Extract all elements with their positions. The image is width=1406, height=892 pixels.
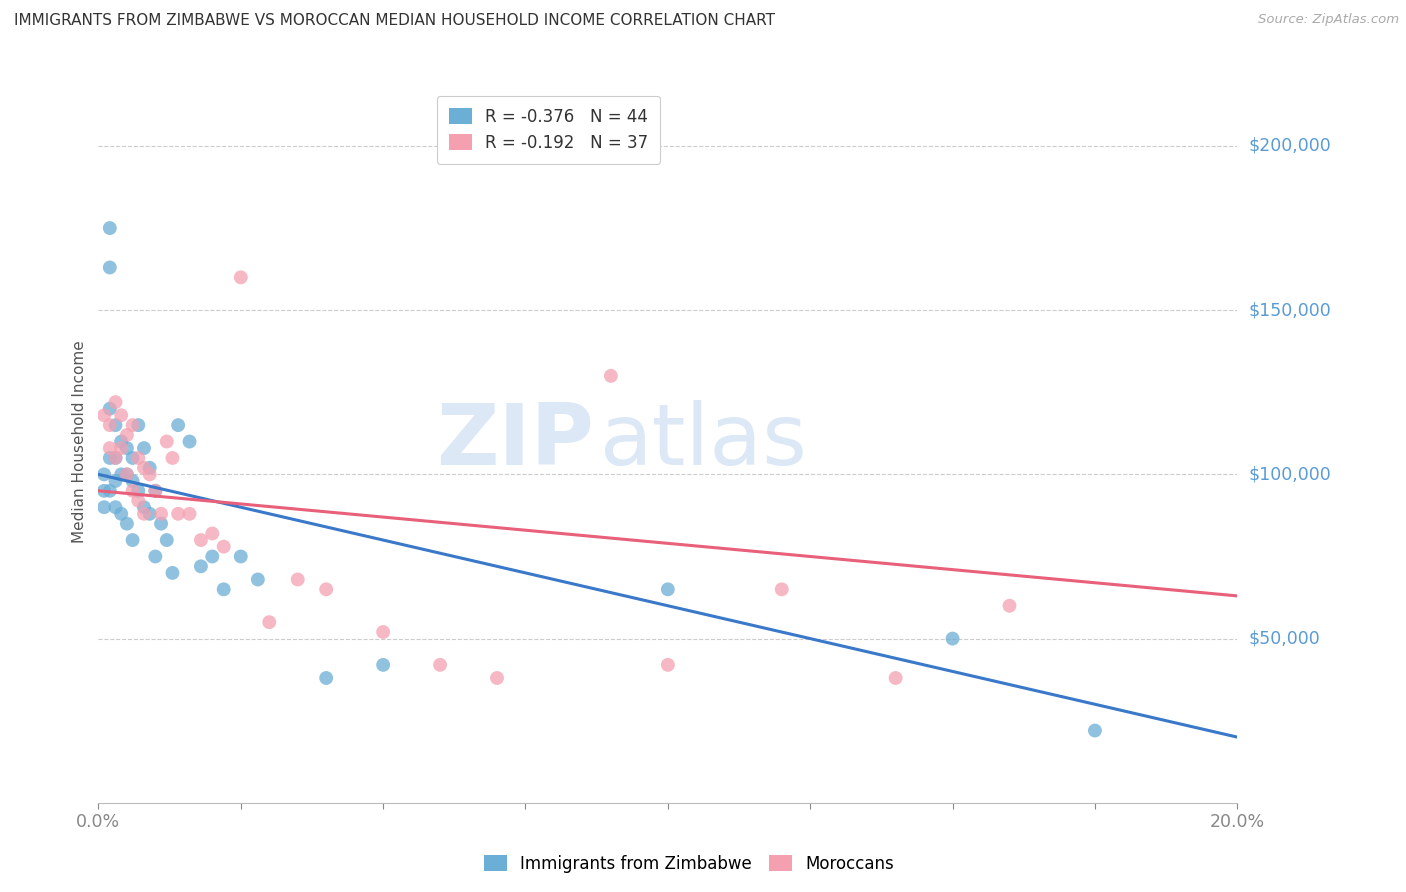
Point (132, 441, 155, 455)
Point (132, 507, 155, 521)
Point (104, 418, 127, 433)
Point (229, 549, 252, 564)
Point (93, 409, 115, 423)
Point (110, 434, 132, 449)
Point (98, 260, 121, 275)
Point (162, 450, 184, 465)
Point (93, 483, 115, 498)
Point (246, 573, 269, 587)
Point (156, 533, 179, 547)
Point (201, 549, 224, 564)
Point (138, 507, 160, 521)
Text: $150,000: $150,000 (1249, 301, 1331, 319)
Point (104, 450, 127, 465)
Point (315, 671, 337, 685)
Point (201, 526, 224, 541)
Point (98, 441, 121, 455)
Point (179, 507, 201, 521)
Text: $200,000: $200,000 (1249, 137, 1331, 155)
Point (150, 516, 173, 531)
Point (115, 441, 138, 455)
Point (600, 368, 623, 383)
Y-axis label: Median Household Income: Median Household Income (72, 340, 87, 543)
Text: $100,000: $100,000 (1249, 466, 1331, 483)
Point (121, 483, 143, 498)
Point (115, 467, 138, 482)
Point (93, 467, 115, 482)
Point (104, 500, 127, 515)
Point (115, 428, 138, 442)
Point (486, 671, 509, 685)
Point (287, 573, 309, 587)
Point (93, 500, 115, 515)
Point (315, 582, 337, 597)
Point (770, 582, 793, 597)
Point (104, 450, 127, 465)
Point (132, 500, 155, 515)
Point (115, 516, 138, 531)
Point (212, 540, 235, 554)
Point (121, 533, 143, 547)
Text: $50,000: $50,000 (1249, 630, 1320, 648)
Point (121, 474, 143, 488)
Point (229, 270, 252, 285)
Point (190, 559, 212, 574)
Point (98, 418, 121, 433)
Legend: Immigrants from Zimbabwe, Moroccans: Immigrants from Zimbabwe, Moroccans (477, 848, 901, 880)
Point (212, 582, 235, 597)
Point (179, 434, 201, 449)
Point (110, 409, 132, 423)
Point (998, 599, 1021, 613)
Point (156, 434, 179, 449)
Point (110, 507, 132, 521)
Point (121, 450, 143, 465)
Point (98, 221, 121, 235)
Point (150, 507, 173, 521)
Point (429, 657, 451, 672)
Text: Source: ZipAtlas.com: Source: ZipAtlas.com (1258, 13, 1399, 27)
Text: atlas: atlas (599, 400, 807, 483)
Point (138, 467, 160, 482)
Point (127, 450, 149, 465)
Point (127, 483, 149, 498)
Point (110, 441, 132, 455)
Point (98, 450, 121, 465)
Point (657, 657, 679, 672)
Point (167, 507, 190, 521)
Point (145, 549, 167, 564)
Point (98, 401, 121, 416)
Point (167, 418, 190, 433)
Point (145, 483, 167, 498)
Point (259, 615, 281, 630)
Point (373, 625, 395, 640)
Point (127, 418, 149, 433)
Text: IMMIGRANTS FROM ZIMBABWE VS MOROCCAN MEDIAN HOUSEHOLD INCOME CORRELATION CHART: IMMIGRANTS FROM ZIMBABWE VS MOROCCAN MED… (14, 13, 775, 29)
Point (138, 460, 160, 475)
Point (190, 533, 212, 547)
Point (132, 460, 155, 475)
Legend: R = -0.376   N = 44, R = -0.192   N = 37: R = -0.376 N = 44, R = -0.192 N = 37 (437, 95, 661, 163)
Point (162, 566, 184, 580)
Point (104, 474, 127, 488)
Point (127, 493, 149, 508)
Point (145, 483, 167, 498)
Point (657, 582, 679, 597)
Point (104, 395, 127, 409)
Text: ZIP: ZIP (436, 400, 593, 483)
Point (884, 671, 907, 685)
Point (98, 483, 121, 498)
Point (1084, 723, 1107, 738)
Point (115, 467, 138, 482)
Point (110, 467, 132, 482)
Point (121, 418, 143, 433)
Point (373, 657, 395, 672)
Point (942, 632, 965, 646)
